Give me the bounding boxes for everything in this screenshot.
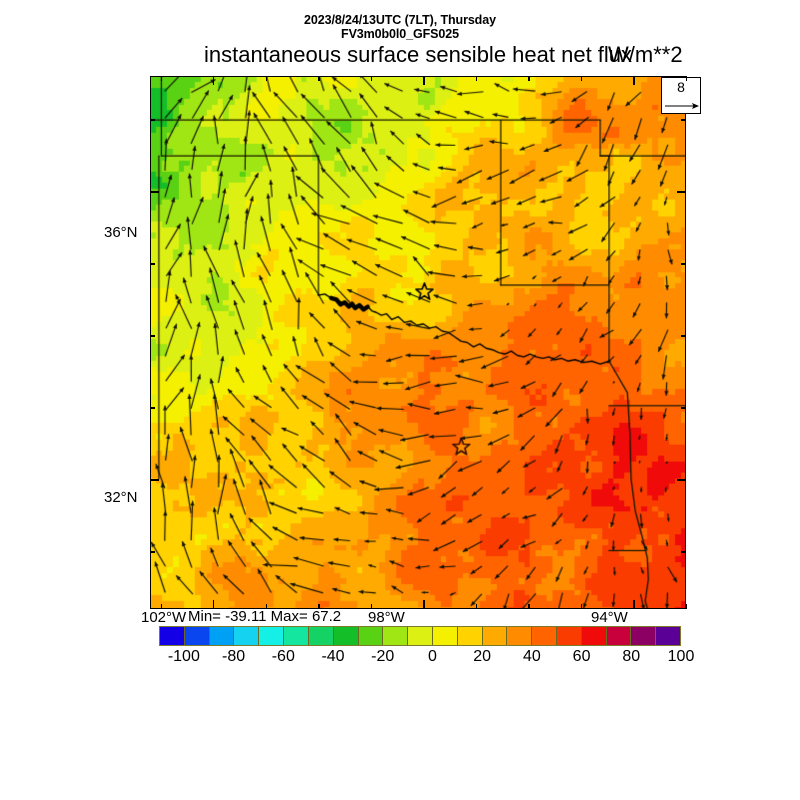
colorbar-cell [631,627,657,645]
lon-tick-mark [370,76,373,81]
right-arrow-icon [665,103,699,109]
lon-tick-label-102w: 102°W [141,609,187,626]
wind-vector-legend-value: 8 [677,79,685,95]
lon-tick-mark [633,600,635,609]
lon-tick-mark [160,604,162,609]
lat-tick-mark-minor [677,479,686,481]
lat-tick-mark-minor [681,335,686,337]
colorbar-cell [160,627,185,645]
colorbar-cell [284,627,309,645]
lon-tick-mark [370,604,373,609]
lat-tick-mark-minor [681,119,686,121]
colorbar-cell [184,627,210,645]
lat-tick-mark-minor [150,479,159,481]
lat-tick-mark-minor [681,407,686,409]
lon-tick-mark [528,76,530,81]
lon-tick-mark [160,76,162,81]
wind-vector-legend: 8 [661,77,701,114]
lon-tick-mark [528,604,530,609]
colorbar-tick-label: -60 [271,648,295,665]
lon-tick-mark [318,76,320,81]
lat-tick-mark-minor [150,407,155,409]
colorbar-cell [656,627,681,645]
colorbar-tick-labels: -100 -80 -60 -40 -20 0 20 40 60 80 100 [159,648,695,668]
units-label: W/m**2 [608,42,683,67]
lon-tick-mark [318,604,320,609]
lon-tick-mark [580,76,583,81]
lon-tick-mark [423,600,425,609]
lon-tick-label-94w: 94°W [591,609,628,626]
colorbar-cell [308,627,334,645]
colorbar-cell [581,627,607,645]
colorbar-cell [532,627,557,645]
colorbar-cell [209,627,235,645]
lat-tick-mark-minor [150,551,155,553]
colorbar-swatches[interactable] [159,626,681,646]
colorbar-cell [383,627,409,645]
model-subtitle: FV3m0b0l0_GFS025 [341,27,459,41]
lon-tick-mark [686,604,688,609]
colorbar-cell [358,627,384,645]
colorbar-cell [457,627,483,645]
colorbar-cell [432,627,458,645]
colorbar-cell [408,627,433,645]
lat-tick-mark-minor [150,191,159,193]
lon-tick-mark [475,604,478,609]
colorbar-cell [259,627,285,645]
colorbar-cell [333,627,359,645]
map-plot-area[interactable] [150,76,686,609]
lat-tick-mark-minor [681,263,686,265]
lat-tick-mark-minor [150,263,155,265]
lat-tick-mark-minor [150,119,155,121]
colorbar-tick-label: -100 [167,648,200,665]
colorbar-tick-label: -80 [222,648,246,665]
lon-tick-mark [580,604,583,609]
date-subtitle: 2023/8/24/13UTC (7LT), Thursday [304,13,496,27]
lon-tick-mark [686,76,688,81]
colorbar-tick-label: 0 [427,648,437,665]
lon-tick-label-98w: 98°W [368,609,405,626]
lon-tick-mark [633,76,635,85]
colorbar-tick-label: 20 [473,648,492,665]
lon-tick-mark [475,76,478,81]
colorbar[interactable] [159,626,681,646]
lat-tick-mark-minor [677,191,686,193]
lat-tick-mark-minor [681,551,686,553]
colorbar-tick-label: 100 [667,648,695,665]
colorbar-tick-label: 60 [572,648,591,665]
lon-tick-mark [213,600,215,609]
minmax-statistics-label: Min= -39.11 Max= 67.2 [188,608,342,625]
colorbar-cell [507,627,533,645]
wind-vector-quiver-overlay [151,77,685,608]
lon-tick-mark [265,604,267,609]
colorbar-cell [234,627,260,645]
page-title: instantaneous surface sensible heat net … [203,42,633,67]
colorbar-tick-label: -20 [371,648,395,665]
lon-tick-mark [423,76,425,85]
colorbar-cell [482,627,508,645]
colorbar-tick-label: 80 [622,648,641,665]
colorbar-tick-label: 40 [522,648,541,665]
lat-tick-label-36n: 36°N [104,224,138,241]
lon-tick-mark [265,76,267,81]
colorbar-cell [606,627,632,645]
lat-tick-label-32n: 32°N [104,489,138,506]
lat-tick-mark-minor [150,335,155,337]
lon-tick-mark [213,76,215,85]
colorbar-cell [557,627,582,645]
colorbar-tick-label: -40 [321,648,345,665]
